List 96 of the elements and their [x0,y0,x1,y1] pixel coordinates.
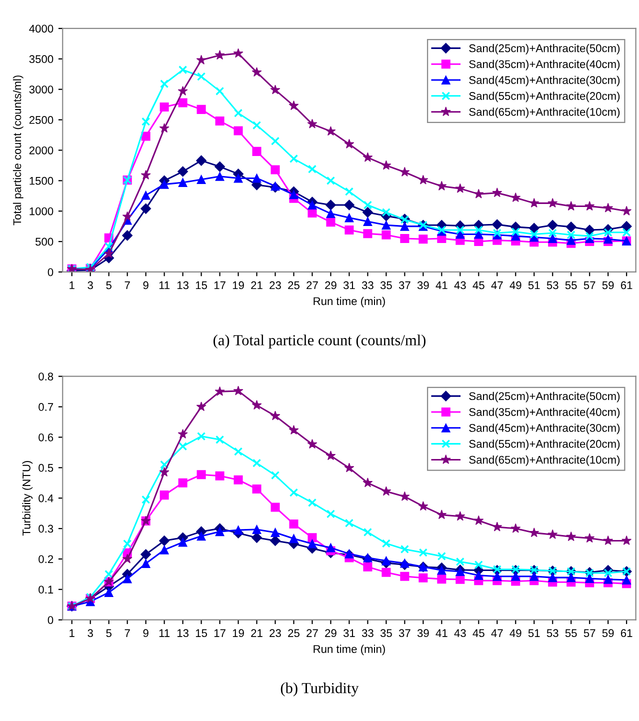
legend-label: Sand(35cm)+Anthracite(40cm) [469,408,620,418]
x-tick-label: 11 [159,629,170,637]
x-tick-label: 33 [362,281,374,290]
x-tick-label: 51 [528,629,540,638]
legend-label: Sand(45cm)+Anthracite(30cm) [469,424,620,434]
x-tick-label: 5 [106,281,112,290]
x-tick-label: 33 [362,629,374,638]
x-tick-label: 31 [343,281,355,290]
x-tick-label: 29 [325,629,336,638]
x-tick-label: 53 [546,281,558,290]
y-tick-label: 0.4 [38,494,54,502]
x-tick-label: 15 [196,629,208,638]
legend-label: Sand(55cm)+Anthracite(20cm) [469,440,620,450]
x-tick-label: 23 [270,281,281,290]
x-tick-label: 47 [491,629,503,637]
x-tick-label: 19 [232,281,244,290]
legend-label: Sand(25cm)+Anthracite(50cm) [469,44,620,54]
x-tick-label: 55 [565,281,577,290]
x-tick-label: 9 [143,629,148,638]
x-tick-label: 3 [88,281,93,290]
x-tick-label: 11 [159,281,170,290]
x-tick-label: 25 [288,281,300,290]
x-tick-label: 7 [124,281,130,290]
y-axis-title: Turbidity (NTU) [22,461,33,536]
x-tick-label: 25 [288,629,300,638]
x-tick-label: 27 [306,281,318,290]
y-tick-label: 3500 [29,55,54,64]
y-tick-label: 4000 [29,24,54,33]
x-tick-label: 1 [70,629,74,637]
y-tick-label: 2000 [29,146,54,154]
y-tick-label: 0 [48,616,54,624]
x-tick-label: 21 [251,629,262,637]
y-tick-label: 0.5 [38,464,54,472]
x-tick-label: 35 [380,629,392,638]
x-tick-label: 55 [565,629,577,638]
x-tick-label: 13 [177,281,188,290]
legend-label: Sand(65cm)+Anthracite(10cm) [469,456,620,466]
x-tick-label: 57 [584,281,596,290]
y-tick-label: 0 [48,268,54,276]
y-tick-label: 0.1 [38,586,54,594]
text: (b) Turbidity [280,682,359,696]
y-tick-label: 0.6 [38,433,54,442]
y-tick-label: 1500 [30,176,54,185]
y-tick-label: 3000 [29,86,54,94]
x-tick-label: 35 [380,281,392,290]
x-tick-label: 23 [270,629,281,638]
legend-label: Sand(45cm)+Anthracite(30cm) [469,76,620,86]
x-tick-label: 53 [546,629,558,638]
y-tick-label: 1000 [30,207,54,216]
x-tick-label: 45 [472,281,484,290]
y-tick-label: 2500 [29,116,54,124]
legend-label: Sand(25cm)+Anthracite(50cm) [469,392,620,402]
text: (a) Total particle count (counts/ml) [214,334,426,348]
x-tick-label: 45 [472,629,484,638]
x-tick-label: 21 [251,281,262,290]
legend-label: Sand(65cm)+Anthracite(10cm) [469,108,620,118]
x-tick-label: 29 [325,281,336,290]
y-tick-label: 0.8 [38,372,54,380]
x-tick-label: 17 [214,281,226,290]
x-tick-label: 5 [106,629,112,638]
x-tick-label: 43 [454,281,466,290]
x-tick-label: 7 [124,629,130,637]
x-tick-label: 15 [196,281,208,290]
x-tick-label: 37 [398,281,410,290]
x-tick-label: 27 [306,629,318,637]
x-tick-label: 59 [602,281,614,290]
x-tick-label: 59 [602,629,614,638]
x-tick-label: 37 [398,629,410,638]
y-axis-title: Total particle count (counts/ml) [12,76,24,226]
x-tick-label: 39 [417,629,429,638]
x-tick-label: 61 [620,281,632,290]
x-tick-label: 39 [417,281,429,290]
y-tick-label: 0.2 [38,555,54,564]
x-tick-label: 17 [214,629,226,637]
x-tick-label: 41 [436,629,448,637]
x-axis-title: Run time (min) [314,644,385,656]
x-tick-label: 13 [177,629,188,638]
y-tick-label: 0.3 [38,524,54,533]
x-tick-label: 41 [436,281,448,290]
x-tick-label: 47 [491,281,503,290]
x-tick-label: 51 [528,281,540,290]
x-tick-label: 1 [70,281,74,290]
x-tick-label: 31 [343,629,355,638]
y-tick-label: 0.7 [38,403,54,411]
x-tick-label: 49 [510,629,522,638]
x-tick-label: 57 [584,629,596,638]
x-tick-label: 9 [143,281,148,290]
x-tick-label: 61 [620,629,632,638]
legend-label: Sand(35cm)+Anthracite(40cm) [469,60,620,70]
x-tick-label: 3 [88,629,93,638]
x-tick-label: 19 [232,629,244,638]
x-tick-label: 49 [510,281,522,290]
x-tick-label: 43 [454,629,466,638]
x-axis-title: Run time (min) [314,296,385,308]
y-tick-label: 500 [36,238,54,246]
legend-label: Sand(55cm)+Anthracite(20cm) [469,92,620,102]
